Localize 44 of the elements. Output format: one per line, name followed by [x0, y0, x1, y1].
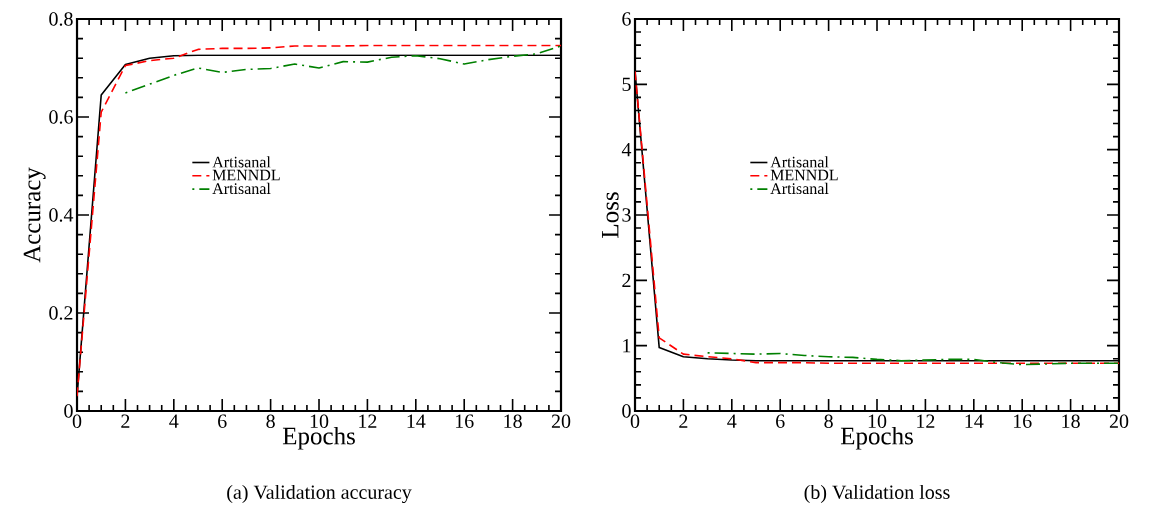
legend-label: Artisanal	[212, 156, 271, 168]
x-tick-label: 10	[868, 414, 887, 429]
y-tick-label: 0.6	[49, 110, 73, 124]
x-tick-label: 6	[218, 414, 227, 428]
y-tick-label: 0	[622, 404, 631, 418]
y-tick-label: 0.2	[49, 306, 73, 320]
y-tick-label: 2	[622, 273, 631, 287]
y-tick-label: 0.4	[49, 208, 74, 222]
x-tick-label: 2	[121, 414, 130, 428]
x-tick-label: 18	[504, 414, 522, 429]
x-tick-label: 14	[965, 414, 984, 428]
x-tick-label: 4	[169, 414, 179, 428]
legend-label: Artisanal	[770, 182, 829, 195]
x-axis-title: Epochs	[282, 426, 355, 450]
text: (a) Validation accuracy	[227, 484, 412, 504]
x-tick-label: 20	[551, 414, 571, 429]
x-tick-label: 14	[407, 414, 426, 428]
x-tick-label: 18	[1062, 414, 1080, 429]
y-tick-label: 4	[621, 143, 632, 157]
y-tick-label: 0.8	[49, 12, 73, 26]
x-tick-label: 12	[359, 414, 377, 428]
y-tick-label: 3	[622, 208, 631, 222]
y-tick-label: 0	[64, 404, 73, 418]
x-tick-label: 10	[310, 414, 329, 429]
x-tick-label: 4	[727, 414, 737, 428]
x-tick-label: 6	[776, 414, 785, 428]
y-axis-title: Loss	[601, 192, 619, 238]
x-tick-label: 16	[455, 414, 474, 428]
x-tick-label: 20	[1109, 414, 1129, 429]
x-tick-label: 16	[1013, 414, 1032, 428]
x-tick-label: 2	[679, 414, 688, 428]
legend-label: MENNDL	[212, 169, 280, 181]
legend-label: MENNDL	[770, 169, 838, 181]
y-tick-label: 1	[623, 339, 631, 353]
legend-label: Artisanal	[770, 156, 829, 168]
y-tick-label: 6	[622, 12, 631, 26]
y-axis-title: Accuracy	[23, 167, 46, 263]
x-axis-title: Epochs	[840, 426, 913, 450]
x-tick-label: 8	[824, 414, 833, 429]
x-tick-label: 8	[266, 414, 275, 429]
text: (b) Validation loss	[804, 484, 950, 504]
legend-label: Artisanal	[212, 182, 271, 195]
y-tick-label: 5	[622, 77, 631, 91]
x-tick-label: 12	[917, 414, 935, 428]
